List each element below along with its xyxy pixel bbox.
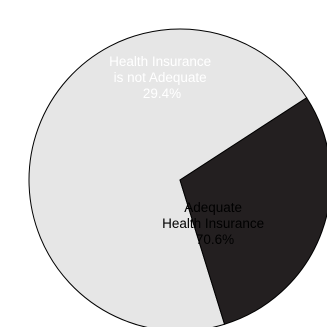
slice-label-adequate-health-insurance: Adequate Health Insurance 70.6%: [162, 200, 268, 247]
slice-label-health-insurance-not-adequate: Health Insurance is not Adequate 29.4%: [109, 54, 215, 101]
pie-slice-adequate-health-insurance: [28, 28, 308, 327]
slice-percentage: 70.6%: [196, 232, 234, 247]
slice-label-line: Adequate: [184, 200, 242, 215]
slice-label-line: Health Insurance: [162, 216, 264, 231]
pie-slice-health-insurance-not-adequate: [179, 97, 327, 325]
slice-label-line: is not Adequate: [114, 70, 207, 85]
slice-label-line: Health Insurance: [109, 54, 211, 69]
slice-percentage: 29.4%: [143, 86, 181, 101]
